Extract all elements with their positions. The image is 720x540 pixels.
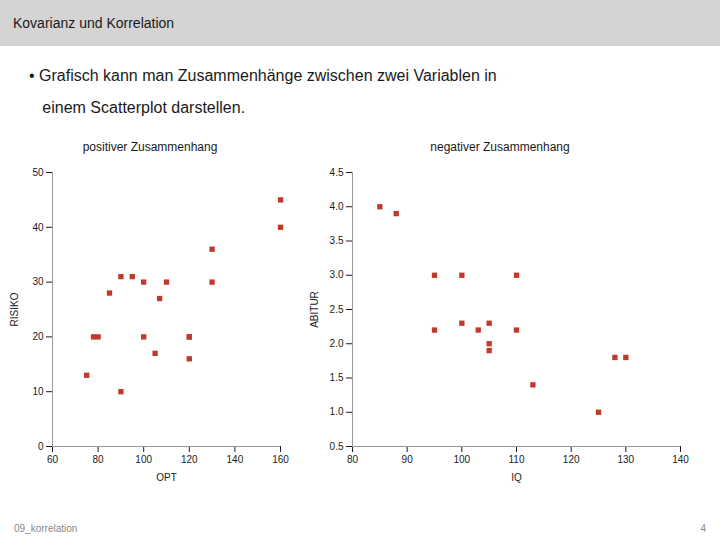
svg-text:160: 160 (272, 454, 289, 465)
svg-text:4.0: 4.0 (330, 201, 344, 212)
html-text:einem Scatterplot darstellen.: einem Scatterplot darstellen. (29, 99, 246, 116)
svg-text:110: 110 (509, 454, 525, 465)
svg-text:60: 60 (47, 454, 59, 465)
svg-text:40: 40 (32, 222, 44, 233)
html-text:Kovarianz und Korrelation: Kovarianz und Korrelation (13, 15, 175, 31)
svg-text:140: 140 (672, 454, 689, 465)
svg-text:90: 90 (402, 454, 414, 465)
svg-text:0.5: 0.5 (330, 441, 344, 452)
svg-text:0: 0 (38, 441, 44, 452)
svg-text:100: 100 (453, 454, 470, 465)
svg-text:RISIKO: RISIKO (9, 292, 20, 326)
svg-text:20: 20 (32, 331, 44, 342)
html-text:• Grafisch kann man Zusammenhä: • Grafisch kann man Zusammenhänge zwisch… (29, 67, 497, 84)
svg-text:3.5: 3.5 (330, 235, 344, 246)
svg-text:140: 140 (227, 454, 244, 465)
svg-text:3.0: 3.0 (330, 269, 344, 280)
svg-text:100: 100 (135, 454, 152, 465)
html-text:4: 4 (700, 523, 706, 534)
svg-text:1.5: 1.5 (330, 372, 344, 383)
svg-text:2.0: 2.0 (330, 338, 344, 349)
svg-text:30: 30 (32, 276, 44, 287)
svg-text:1.0: 1.0 (330, 406, 344, 417)
svg-text:80: 80 (93, 454, 105, 465)
svg-text:120: 120 (563, 454, 580, 465)
html-text:negativer Zusammenhang: negativer Zusammenhang (430, 140, 570, 154)
svg-text:ABITUR: ABITUR (309, 291, 320, 328)
svg-text:130: 130 (617, 454, 634, 465)
svg-text:120: 120 (181, 454, 198, 465)
svg-text:4.5: 4.5 (330, 167, 344, 178)
svg-text:80: 80 (347, 454, 359, 465)
svg-text:IQ: IQ (511, 472, 522, 483)
html-text:positiver Zusammenhang: positiver Zusammenhang (82, 140, 218, 154)
svg-text:50: 50 (32, 167, 44, 178)
html-text:09_korrelation: 09_korrelation (14, 523, 78, 534)
svg-text:2.5: 2.5 (330, 304, 344, 315)
svg-text:OPT: OPT (156, 472, 177, 483)
svg-text:10: 10 (32, 386, 44, 397)
